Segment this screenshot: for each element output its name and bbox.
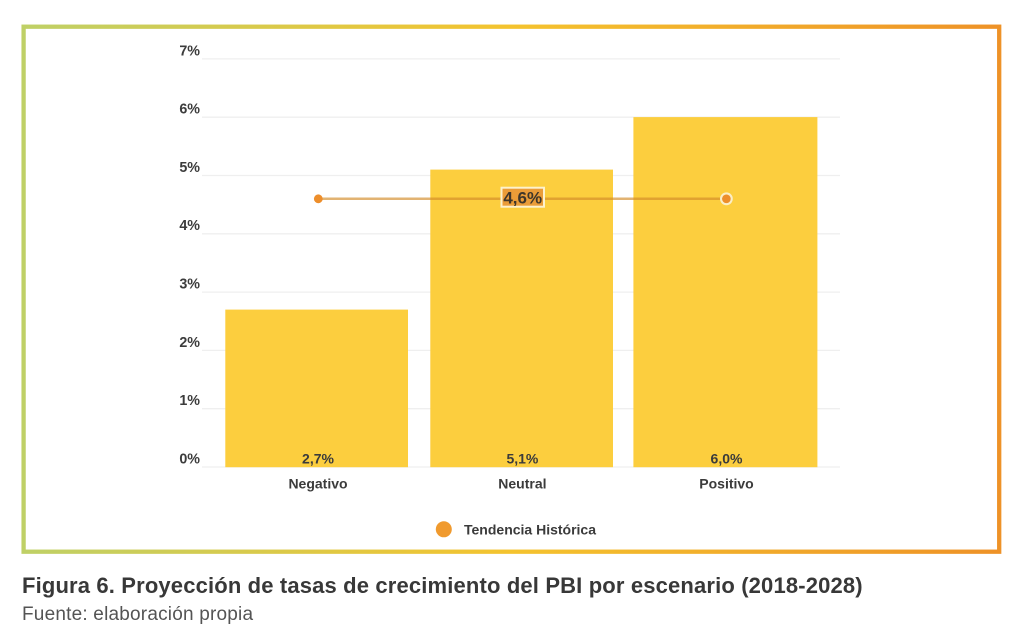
svg-text:2,7%: 2,7% <box>302 450 334 466</box>
svg-text:5%: 5% <box>179 160 200 176</box>
svg-text:6,0%: 6,0% <box>711 450 743 466</box>
svg-text:0%: 0% <box>179 451 200 467</box>
svg-text:Neutral: Neutral <box>498 475 546 491</box>
svg-text:Positivo: Positivo <box>699 475 753 491</box>
svg-text:3%: 3% <box>179 277 200 293</box>
svg-text:7%: 7% <box>179 43 200 59</box>
svg-text:1%: 1% <box>179 393 200 409</box>
svg-text:2%: 2% <box>179 335 200 351</box>
svg-text:4%: 4% <box>179 218 200 234</box>
svg-text:5,1%: 5,1% <box>506 450 538 466</box>
svg-text:Negativo: Negativo <box>288 475 347 491</box>
svg-text:6%: 6% <box>179 102 200 118</box>
svg-text:Tendencia Histórica: Tendencia Histórica <box>464 522 596 538</box>
svg-text:4,6%: 4,6% <box>503 189 542 208</box>
